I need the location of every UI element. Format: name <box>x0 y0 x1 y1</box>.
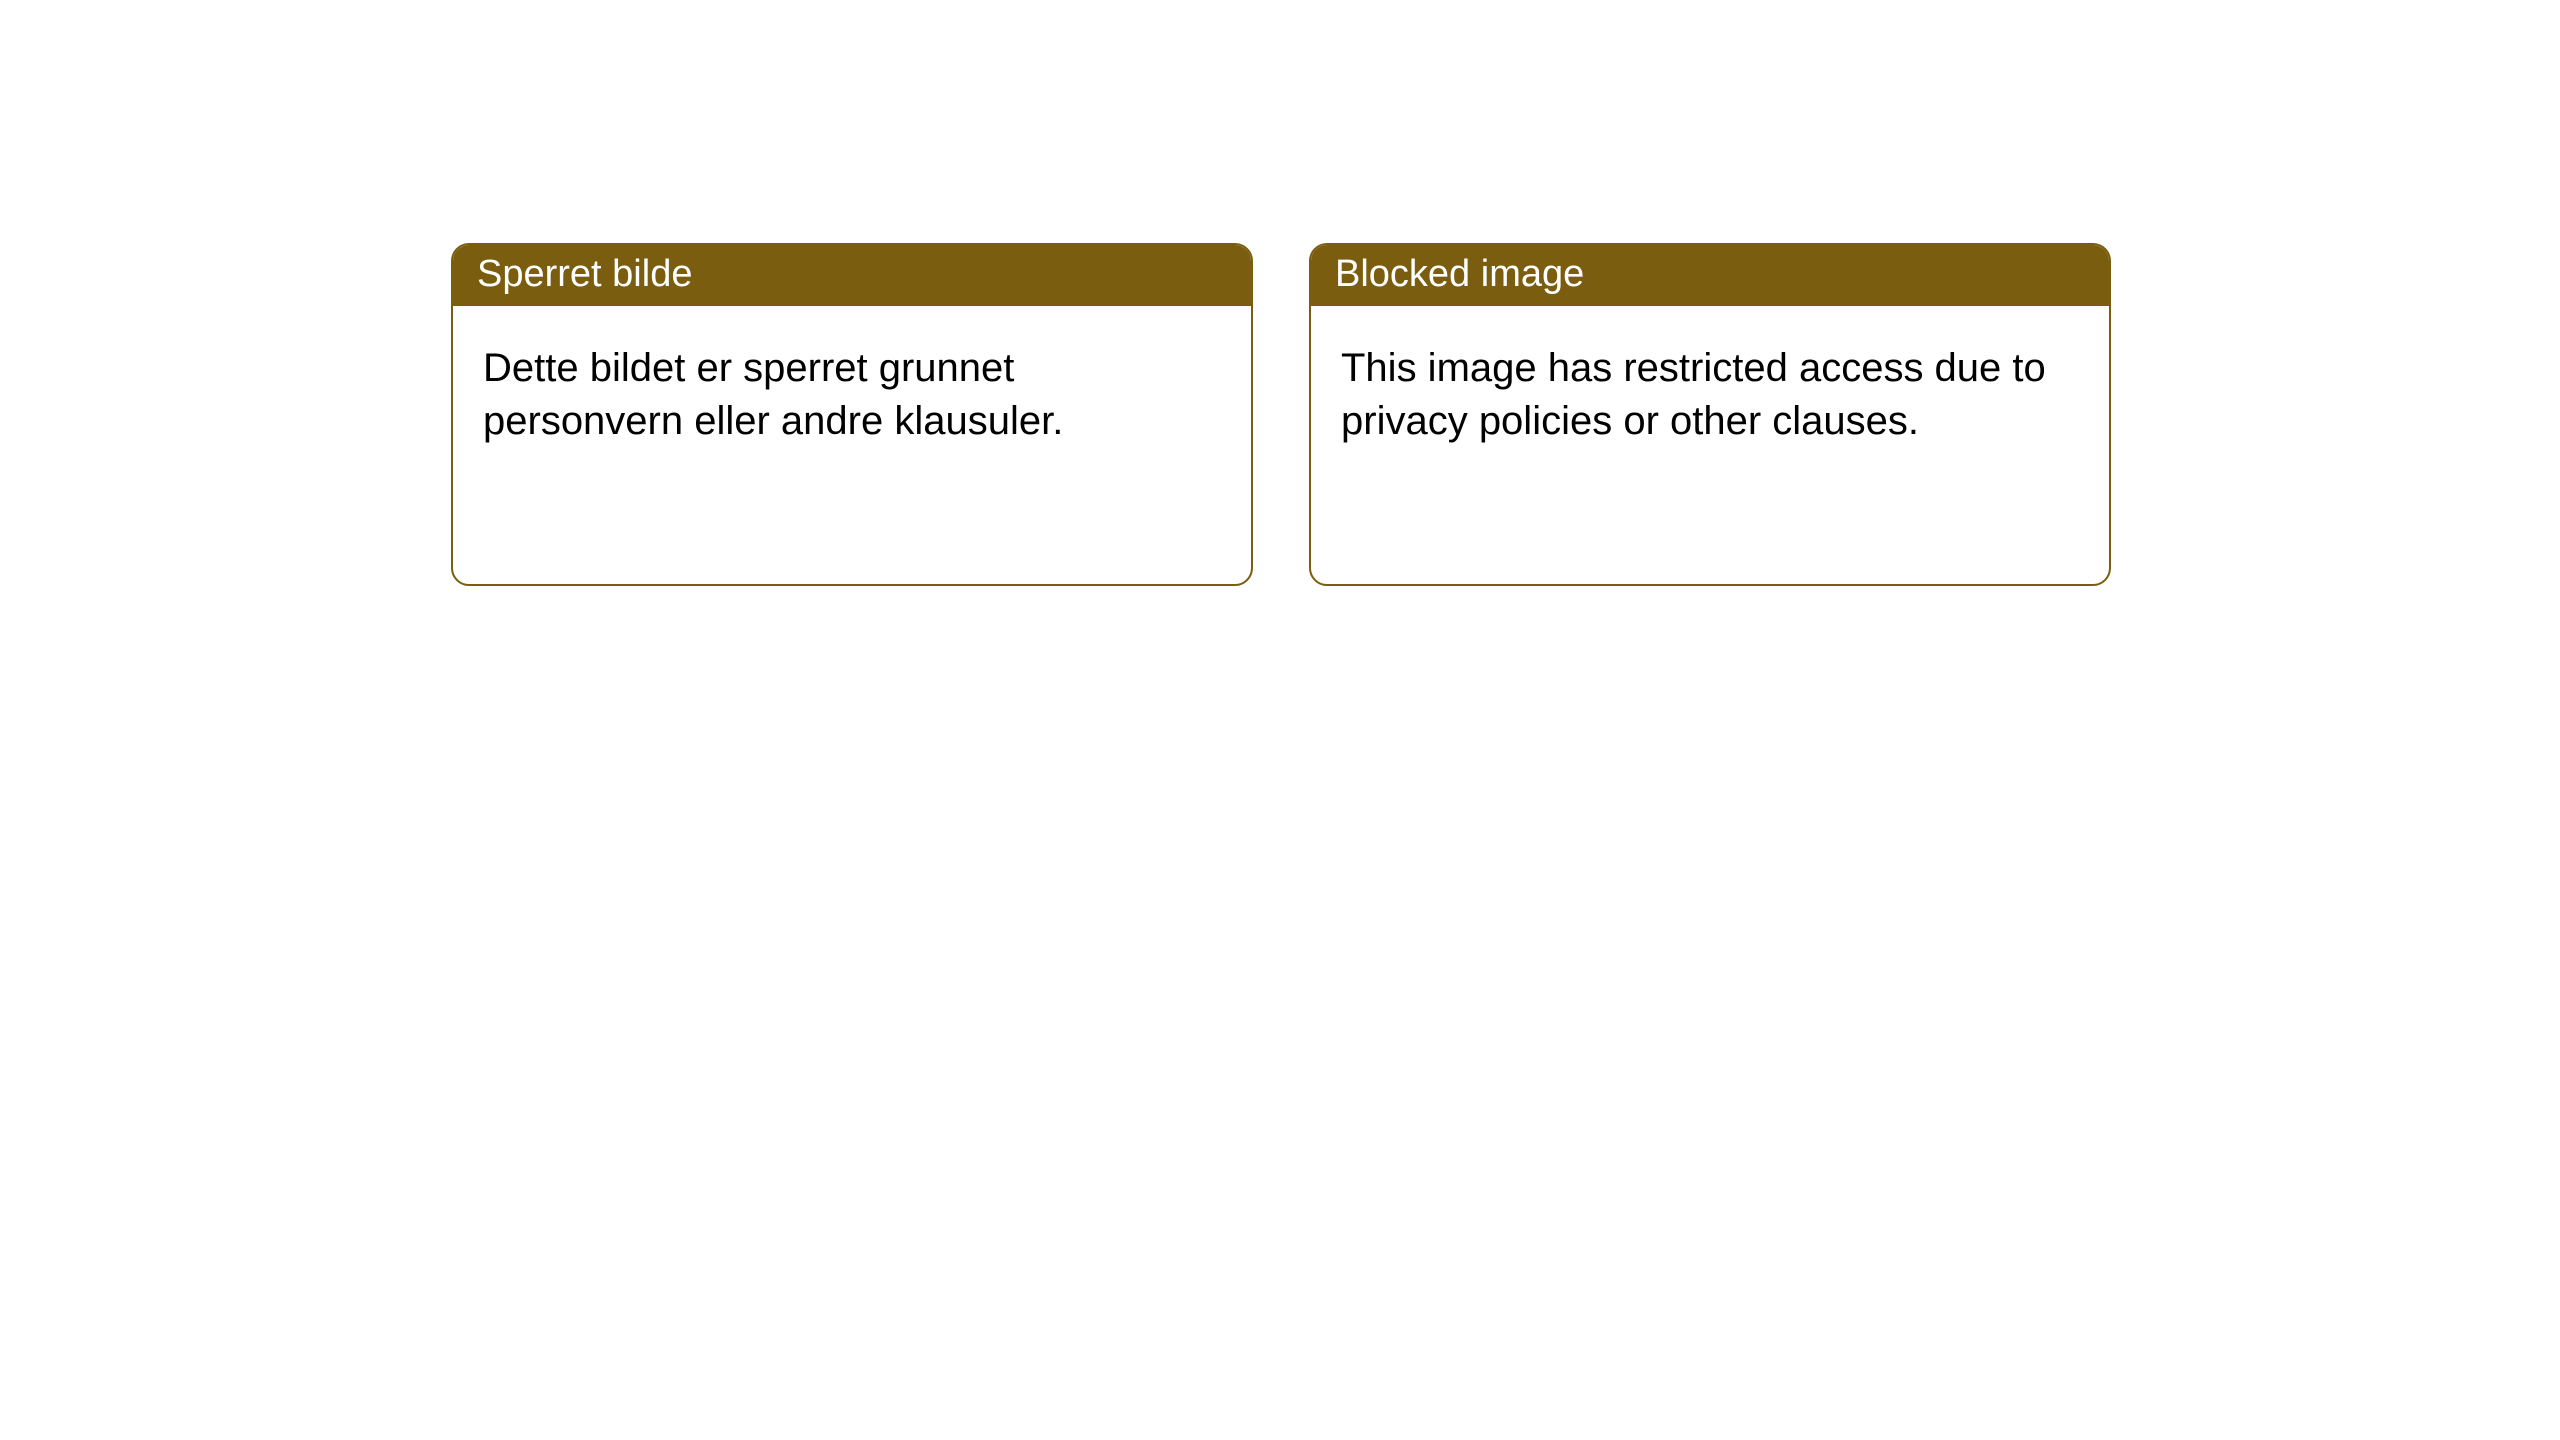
card-body: Dette bildet er sperret grunnet personve… <box>453 306 1251 584</box>
cards-container: Sperret bilde Dette bildet er sperret gr… <box>0 0 2560 586</box>
card-title: Sperret bilde <box>477 253 692 295</box>
blocked-image-card-no: Sperret bilde Dette bildet er sperret gr… <box>451 243 1253 586</box>
card-body-text: This image has restricted access due to … <box>1341 346 2046 443</box>
blocked-image-card-en: Blocked image This image has restricted … <box>1309 243 2111 586</box>
card-header: Sperret bilde <box>453 245 1251 306</box>
card-title: Blocked image <box>1335 253 1584 295</box>
card-body: This image has restricted access due to … <box>1311 306 2109 584</box>
card-body-text: Dette bildet er sperret grunnet personve… <box>483 346 1063 443</box>
card-header: Blocked image <box>1311 245 2109 306</box>
